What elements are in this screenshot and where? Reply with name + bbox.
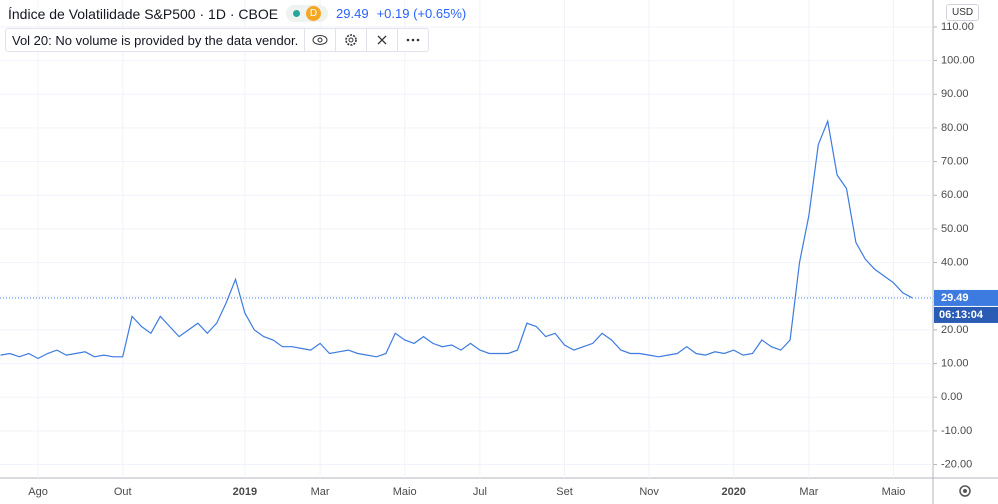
x-tick-label: Mar bbox=[311, 486, 330, 498]
x-tick-label: Out bbox=[114, 486, 132, 498]
countdown-box bbox=[934, 306, 998, 323]
y-tick-label: 10.00 bbox=[941, 357, 969, 369]
remove-button[interactable] bbox=[366, 29, 397, 51]
price-change: +0.19 (+0.65%) bbox=[376, 6, 467, 21]
settings-icon[interactable] bbox=[959, 485, 971, 497]
price-line bbox=[0, 119, 913, 360]
y-tick-label: -10.00 bbox=[941, 425, 972, 437]
y-tick-label: 20.00 bbox=[941, 324, 969, 336]
volume-study: Vol 20: No volume is provided by the dat… bbox=[5, 28, 430, 52]
x-tick-label: Mar bbox=[799, 486, 818, 498]
y-tick-label: 110.00 bbox=[941, 21, 974, 33]
x-tick-label: Set bbox=[556, 486, 573, 498]
currency-label: USD bbox=[946, 4, 980, 21]
y-tick-label: -20.00 bbox=[941, 458, 972, 470]
countdown-label: 06:13:04 bbox=[939, 309, 984, 321]
x-tick-label: 2020 bbox=[721, 486, 745, 498]
settings-button[interactable] bbox=[335, 29, 366, 51]
x-tick-label: 2019 bbox=[233, 486, 257, 498]
x-tick-label: Maio bbox=[882, 486, 906, 498]
x-tick-label: Ago bbox=[28, 486, 48, 498]
last-price-label: 29.49 bbox=[941, 292, 969, 304]
price-axis-panel bbox=[933, 0, 998, 504]
status-pill: D bbox=[286, 5, 329, 22]
x-tick-label: Jul bbox=[473, 486, 487, 498]
volume-note: Vol 20: No volume is provided by the dat… bbox=[12, 32, 299, 48]
x-tick-label: Maio bbox=[393, 486, 417, 498]
y-tick-label: 100.00 bbox=[941, 54, 975, 66]
y-tick-label: 80.00 bbox=[941, 122, 969, 134]
y-tick-label: 0.00 bbox=[941, 391, 962, 403]
y-tick-label: 90.00 bbox=[941, 88, 969, 100]
last-price: 29.49 bbox=[336, 6, 369, 21]
x-tick-label: Nov bbox=[639, 486, 659, 498]
legend-header: Índice de Volatilidade S&P500 · 1D · CBO… bbox=[8, 5, 466, 22]
y-tick-label: 60.00 bbox=[941, 189, 969, 201]
y-tick-label: 70.00 bbox=[941, 155, 969, 167]
symbol-title: Índice de Volatilidade S&P500 · 1D · CBO… bbox=[8, 5, 279, 22]
eye-button[interactable] bbox=[304, 29, 335, 51]
last-price-box bbox=[934, 289, 998, 306]
y-tick-label: 50.00 bbox=[941, 223, 969, 235]
delay-badge: D bbox=[306, 6, 322, 21]
y-tick-label: 40.00 bbox=[941, 256, 969, 268]
more-button[interactable] bbox=[397, 29, 428, 51]
